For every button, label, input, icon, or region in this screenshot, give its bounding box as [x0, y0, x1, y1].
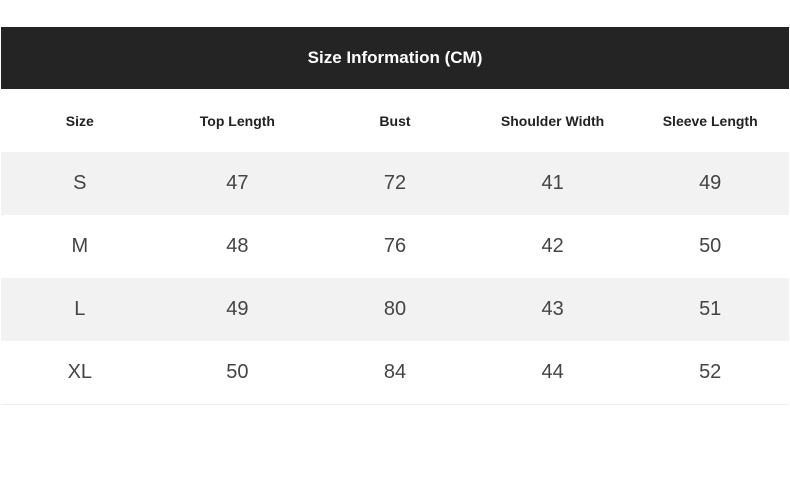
header-row: Size Top Length Bust Shoulder Width Slee… — [1, 89, 789, 152]
table-cell: 47 — [226, 172, 249, 194]
table-cell: 41 — [541, 172, 564, 194]
header-bust: Bust — [379, 112, 411, 129]
table-cell: 52 — [699, 361, 722, 383]
table-row: L 49 80 43 51 — [1, 278, 789, 341]
header-size: Size — [65, 112, 94, 129]
table-row: XL 50 84 44 52 — [1, 341, 789, 405]
table-row: S 47 72 41 49 — [1, 152, 789, 215]
header-sleeve-length: Sleeve Length — [662, 112, 758, 129]
table-cell: 80 — [383, 298, 407, 320]
table-cell: 49 — [699, 172, 722, 194]
table-cell: M — [71, 235, 89, 257]
table-cell: 42 — [541, 235, 564, 257]
table-cell: XL — [67, 361, 93, 383]
table-cell: 48 — [226, 235, 249, 257]
size-table: Size Top Length Bust Shoulder Width Slee… — [1, 89, 789, 405]
table-cell: 84 — [383, 361, 407, 383]
table-cell: 72 — [383, 172, 407, 194]
table-cell: 51 — [699, 298, 722, 320]
table-cell: L — [74, 298, 86, 320]
table-row: M 48 76 42 50 — [1, 215, 789, 278]
header-shoulder-width: Shoulder Width — [500, 112, 605, 129]
table-cell: S — [73, 172, 87, 194]
table-title: Size Information (CM) — [1, 27, 789, 89]
table-cell: 49 — [226, 298, 249, 320]
header-top-length: Top Length — [199, 112, 275, 129]
table-cell: 50 — [699, 235, 722, 257]
table-cell: 44 — [541, 361, 564, 383]
table-cell: 76 — [383, 235, 407, 257]
table-cell: 43 — [541, 298, 564, 320]
table-cell: 50 — [226, 361, 249, 383]
